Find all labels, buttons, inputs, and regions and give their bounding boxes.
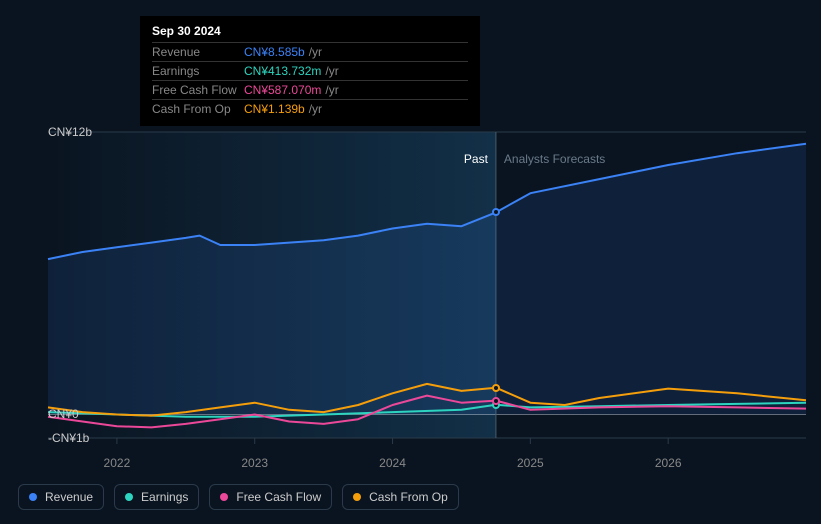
tooltip-metric-label: Revenue	[152, 45, 244, 59]
tooltip-metric-value: CN¥1.139b	[244, 102, 305, 116]
legend-item[interactable]: Free Cash Flow	[209, 484, 332, 510]
tooltip-metric-value: CN¥8.585b	[244, 45, 305, 59]
legend-label: Earnings	[141, 490, 188, 504]
legend-dot-icon	[220, 493, 228, 501]
chart-tooltip: Sep 30 2024 RevenueCN¥8.585b/yrEarningsC…	[140, 16, 480, 126]
tooltip-metric-value: CN¥413.732m	[244, 64, 321, 78]
tooltip-unit: /yr	[309, 102, 322, 116]
x-axis-label: 2022	[104, 456, 131, 470]
legend-dot-icon	[353, 493, 361, 501]
tooltip-metric-value: CN¥587.070m	[244, 83, 321, 97]
tooltip-row: Cash From OpCN¥1.139b/yr	[152, 99, 468, 118]
section-label-past: Past	[464, 152, 488, 166]
tooltip-unit: /yr	[325, 64, 338, 78]
chart-marker	[492, 397, 500, 405]
legend-item[interactable]: Cash From Op	[342, 484, 459, 510]
tooltip-unit: /yr	[309, 45, 322, 59]
x-axis-label: 2024	[379, 456, 406, 470]
section-label-forecast: Analysts Forecasts	[504, 152, 605, 166]
tooltip-row: EarningsCN¥413.732m/yr	[152, 61, 468, 80]
x-axis-label: 2026	[655, 456, 682, 470]
legend-label: Cash From Op	[369, 490, 448, 504]
tooltip-metric-label: Earnings	[152, 64, 244, 78]
legend-dot-icon	[125, 493, 133, 501]
chart-legend: Revenue Earnings Free Cash Flow Cash From O…	[18, 484, 459, 510]
tooltip-metric-label: Free Cash Flow	[152, 83, 244, 97]
financials-chart[interactable]: CN¥12bCN¥0-CN¥1b20222023202420252026Past…	[48, 132, 806, 438]
legend-label: Revenue	[45, 490, 93, 504]
tooltip-row: Free Cash FlowCN¥587.070m/yr	[152, 80, 468, 99]
legend-item[interactable]: Earnings	[114, 484, 199, 510]
x-axis-label: 2025	[517, 456, 544, 470]
legend-item[interactable]: Revenue	[18, 484, 104, 510]
legend-label: Free Cash Flow	[236, 490, 321, 504]
legend-dot-icon	[29, 493, 37, 501]
chart-marker	[492, 384, 500, 392]
tooltip-metric-label: Cash From Op	[152, 102, 244, 116]
chart-marker	[492, 208, 500, 216]
tooltip-date: Sep 30 2024	[152, 24, 468, 42]
tooltip-unit: /yr	[325, 83, 338, 97]
x-axis-label: 2023	[241, 456, 268, 470]
tooltip-row: RevenueCN¥8.585b/yr	[152, 42, 468, 61]
